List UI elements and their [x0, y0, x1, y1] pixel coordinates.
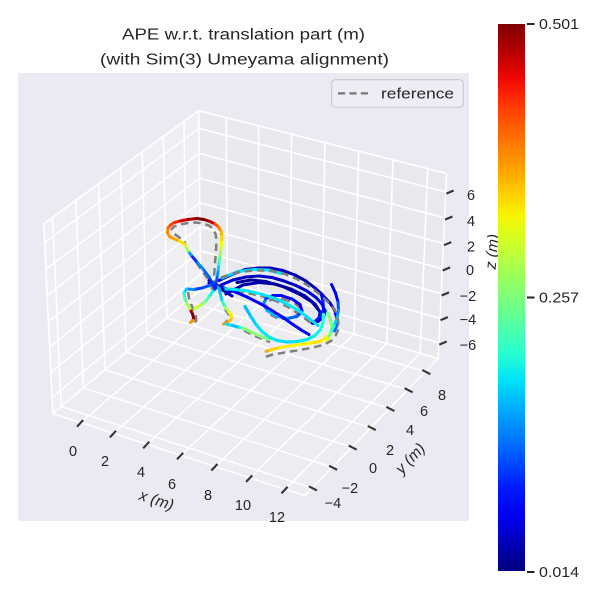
svg-text:reference: reference — [381, 86, 454, 103]
svg-text:2: 2 — [101, 454, 109, 470]
svg-text:APE w.r.t. translation part (m: APE w.r.t. translation part (m) — [122, 27, 365, 44]
svg-text:2: 2 — [386, 443, 394, 459]
svg-text:4: 4 — [467, 214, 475, 230]
svg-text:6: 6 — [420, 404, 428, 420]
svg-text:−4: −4 — [325, 496, 342, 512]
svg-text:4: 4 — [137, 465, 145, 481]
svg-text:4: 4 — [406, 423, 414, 439]
svg-text:0: 0 — [369, 461, 377, 477]
svg-text:0.257: 0.257 — [539, 290, 579, 307]
svg-text:−4: −4 — [460, 313, 477, 329]
svg-text:2: 2 — [467, 240, 475, 256]
svg-text:−2: −2 — [460, 289, 477, 305]
svg-text:0.014: 0.014 — [539, 564, 579, 581]
svg-text:−6: −6 — [460, 338, 477, 354]
svg-text:12: 12 — [269, 510, 285, 526]
svg-text:10: 10 — [235, 498, 251, 514]
svg-text:0: 0 — [69, 444, 77, 460]
svg-text:−2: −2 — [342, 481, 359, 497]
svg-text:0.501: 0.501 — [539, 16, 579, 33]
svg-text:0: 0 — [466, 263, 474, 279]
svg-text:(with Sim(3) Umeyama alignment: (with Sim(3) Umeyama alignment) — [100, 52, 389, 69]
svg-text:8: 8 — [204, 488, 212, 504]
svg-text:8: 8 — [438, 388, 446, 404]
svg-text:6: 6 — [168, 477, 176, 493]
svg-text:6: 6 — [467, 188, 475, 204]
